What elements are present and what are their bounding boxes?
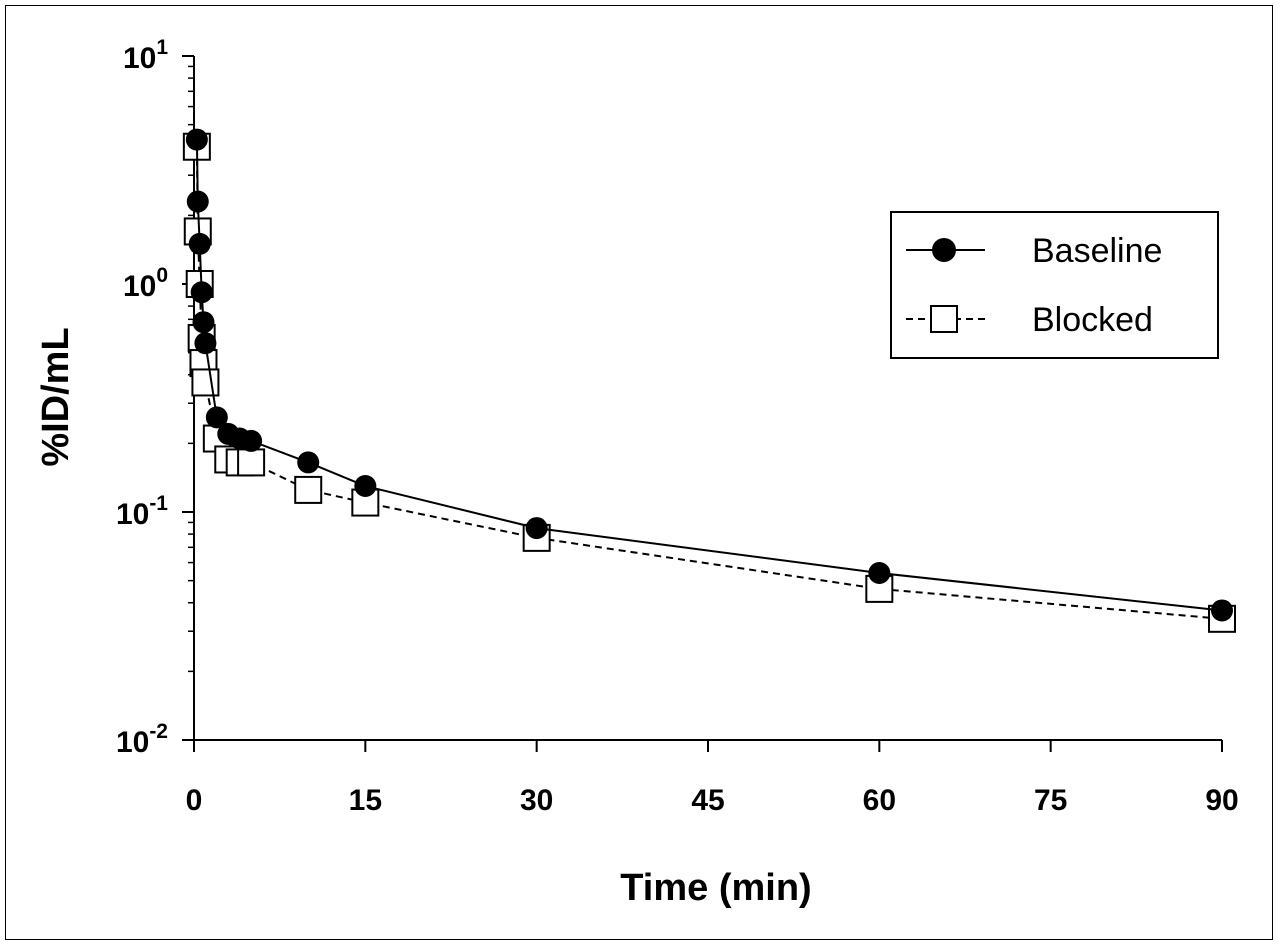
legend: Baseline Blocked: [890, 211, 1219, 359]
data-point-baseline: [240, 429, 263, 452]
x-tick-label: 15: [349, 784, 382, 817]
data-point-baseline: [297, 451, 320, 474]
series-line-baseline: [195, 139, 1223, 612]
series-baseline: [185, 128, 1233, 622]
data-point-baseline: [186, 190, 209, 213]
y-tick-label: 101: [123, 36, 168, 75]
data-point-blocked: [191, 368, 220, 397]
x-tick-label: 90: [1205, 784, 1238, 817]
legend-swatch-baseline-marker: [932, 238, 956, 262]
data-point-baseline: [525, 517, 548, 540]
data-point-blocked: [237, 448, 266, 477]
legend-swatch-blocked-marker: [930, 305, 958, 333]
data-point-baseline: [190, 281, 213, 304]
y-tick-label: 10-2: [116, 720, 168, 759]
data-point-baseline: [188, 232, 211, 255]
x-tick-label: 30: [520, 784, 553, 817]
x-tick-label: 60: [863, 784, 896, 817]
axes: 0 15 30 45 60 75 90 101 100 10-1 10-2: [116, 36, 1239, 817]
y-axis-title: %ID/mL: [35, 327, 77, 466]
x-tick-label: 0: [186, 784, 203, 817]
data-point-baseline: [1211, 599, 1233, 622]
series-layer: [182, 128, 1236, 633]
legend-box: [890, 211, 1219, 359]
data-point-baseline: [192, 311, 215, 334]
legend-label-baseline: Baseline: [1032, 232, 1162, 270]
data-point-baseline: [205, 406, 228, 429]
x-tick-label: 75: [1034, 784, 1067, 817]
y-tick-label: 10-1: [116, 492, 168, 531]
data-point-blocked: [294, 475, 323, 504]
data-point-baseline: [868, 562, 891, 585]
data-point-baseline: [194, 332, 217, 355]
data-point-baseline: [185, 128, 208, 151]
series-blocked: [182, 132, 1236, 633]
x-tick-label: 45: [691, 784, 724, 817]
data-point-baseline: [354, 475, 377, 498]
y-tick-label: 100: [123, 264, 168, 303]
legend-label-blocked: Blocked: [1032, 301, 1153, 339]
x-axis-title: Time (min): [620, 867, 811, 909]
